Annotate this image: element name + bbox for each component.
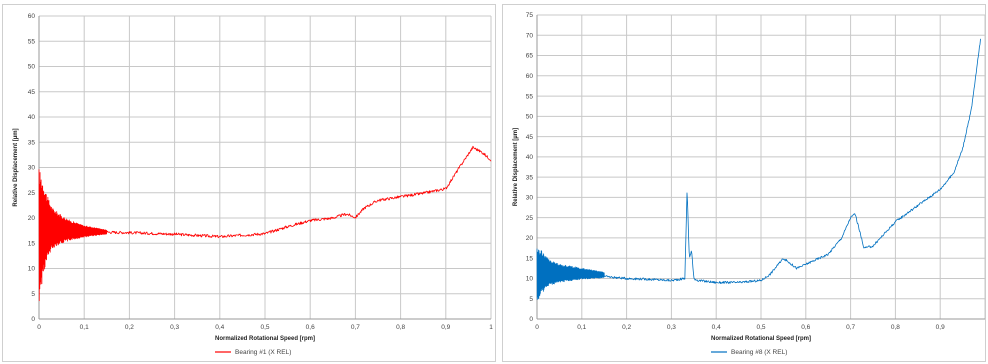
y-tick-label: 15 <box>28 240 36 247</box>
y-axis-title: Relative Displacement [µm] <box>513 128 519 206</box>
y-tick-label: 65 <box>526 53 534 60</box>
y-tick-label: 45 <box>526 134 534 141</box>
x-tick-label: 0,6 <box>306 324 315 331</box>
x-tick-label: 0,7 <box>351 324 360 331</box>
x-tick-label: 0,1 <box>80 324 89 331</box>
x-tick-label: 0,5 <box>260 324 269 331</box>
y-tick-label: 5 <box>529 296 533 303</box>
x-tick-label: 0,3 <box>667 324 676 331</box>
y-tick-label: 25 <box>526 215 534 222</box>
y-tick-label: 35 <box>526 174 534 181</box>
x-tick-label: 0,5 <box>756 324 765 331</box>
x-tick-label: 1 <box>489 324 493 331</box>
y-tick-label: 55 <box>28 38 36 45</box>
chart-svg-bearing-8: 0 5 10 15 20 25 30 35 40 45 50 55 60 65 70 75 0 0,1 0,2 0,3… <box>513 12 986 356</box>
y-tick-label: 50 <box>28 64 36 71</box>
x-tick-label: 0,7 <box>846 324 855 331</box>
x-tick-label: 0,4 <box>215 324 224 331</box>
y-tick-label: 30 <box>28 165 36 172</box>
series-line <box>38 145 492 302</box>
y-tick-label: 60 <box>28 13 36 20</box>
y-tick-label: 35 <box>28 139 36 146</box>
y-tick-label: 70 <box>526 32 534 39</box>
x-tick-label: 0 <box>535 324 539 331</box>
y-tick-label: 0 <box>529 316 533 323</box>
grid-lines <box>38 15 492 320</box>
chart-panel-bearing-1: 0 5 10 15 20 25 30 35 40 45 50 55 60 0 0,1 0,2 0,3 0,4 0,5… <box>2 4 496 362</box>
x-tick-label: 0 <box>37 324 41 331</box>
x-tick-label: 0,3 <box>170 324 179 331</box>
legend-label: Bearing #8 (X REL) <box>731 349 787 356</box>
x-tick-label: 0,1 <box>577 324 586 331</box>
y-tick-label: 10 <box>526 276 534 283</box>
x-tick-label: 0,8 <box>396 324 405 331</box>
y-tick-label: 60 <box>526 73 534 80</box>
y-tick-label: 25 <box>28 190 36 197</box>
x-tick-label: 0,8 <box>891 324 900 331</box>
y-tick-label: 20 <box>526 235 534 242</box>
y-tick-label: 40 <box>28 114 36 121</box>
y-tick-label: 10 <box>28 266 36 273</box>
y-tick-label: 15 <box>526 255 534 262</box>
y-axis-title: Relative Displacement [µm] <box>13 128 19 206</box>
y-tick-label: 75 <box>526 12 534 19</box>
x-tick-label: 0,9 <box>936 324 945 331</box>
x-axis-title: Normalized Rotational Speed [rpm] <box>711 336 811 342</box>
series-line <box>536 38 981 301</box>
y-tick-label: 5 <box>31 291 35 298</box>
x-tick-label: 0,2 <box>622 324 631 331</box>
x-tick-label: 0,2 <box>125 324 134 331</box>
chart-panel-bearing-8: 0 5 10 15 20 25 30 35 40 45 50 55 60 65 70 75 0 0,1 0,2 0,3… <box>502 4 986 362</box>
x-tick-label: 0,9 <box>441 324 450 331</box>
y-tick-label: 45 <box>28 89 36 96</box>
y-tick-label: 40 <box>526 154 534 161</box>
chart-svg-bearing-1: 0 5 10 15 20 25 30 35 40 45 50 55 60 0 0,1 0,2 0,3 0,4 0,5… <box>13 13 493 356</box>
x-axis-title: Normalized Rotational Speed [rpm] <box>215 336 315 342</box>
x-tick-label: 0,4 <box>712 324 721 331</box>
x-tick-label: 0,6 <box>801 324 810 331</box>
y-tick-label: 55 <box>526 93 534 100</box>
legend-label: Bearing #1 (X REL) <box>235 349 291 356</box>
y-tick-label: 50 <box>526 114 534 121</box>
y-tick-label: 30 <box>526 195 534 202</box>
y-tick-label: 0 <box>31 316 35 323</box>
y-tick-label: 20 <box>28 215 36 222</box>
